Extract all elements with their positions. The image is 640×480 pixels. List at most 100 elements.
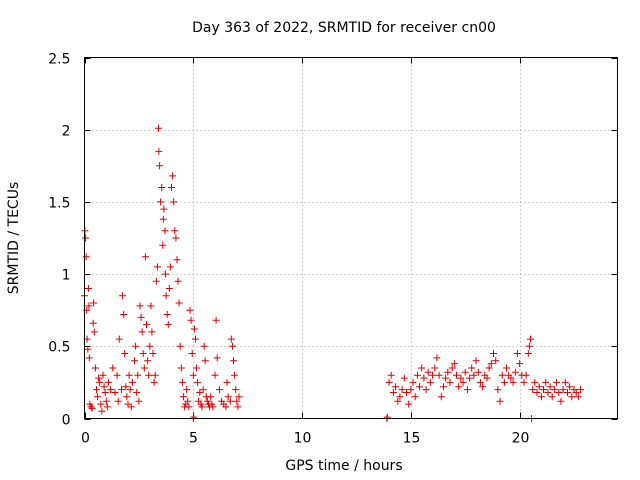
data-point [84,345,92,353]
data-point [450,360,458,368]
data-point [161,227,169,235]
data-point [525,342,533,350]
data-point [548,393,556,401]
data-point [492,357,500,365]
data-point [189,371,197,379]
data-point [84,285,92,292]
data-point [553,378,561,386]
data-point [516,360,524,368]
data-point [104,378,112,386]
data-point [186,306,194,314]
data-point [176,342,184,350]
data-point [164,321,172,329]
data-point [156,162,164,170]
data-point [109,364,117,372]
data-point [550,386,558,394]
data-point [194,378,202,386]
data-point [440,383,447,391]
data-point [400,374,408,382]
data-point [500,378,508,386]
data-point [103,403,111,411]
data-point [446,378,454,386]
data-point [94,393,102,401]
data-point [437,393,445,401]
data-point [453,371,460,379]
data-point [524,350,532,357]
y-tick-label: 2.5 [48,52,70,68]
data-point [89,319,97,327]
data-point [185,403,193,411]
data-point [180,393,187,401]
data-point [158,184,166,191]
data-point [177,364,185,372]
data-point [120,311,128,318]
data-point [143,321,150,329]
data-point [203,397,211,405]
data-point [224,393,232,401]
data-point [444,368,452,376]
data-point [433,354,441,362]
data-point [99,371,107,379]
data-point [476,378,484,386]
data-point [418,364,426,372]
data-point [207,393,215,401]
plot-frame [84,57,618,419]
data-point [483,374,491,382]
data-point [555,389,563,396]
data-point [231,371,239,379]
data-point [389,389,397,396]
data-point [537,393,545,401]
data-point [540,386,547,394]
data-point [230,357,237,365]
data-point [190,413,198,421]
data-point [396,393,404,401]
data-point [119,292,127,300]
data-point [233,397,241,405]
data-point [188,350,196,357]
data-point [91,364,99,372]
x-tick-label: 15 [403,431,421,447]
data-point [490,350,497,357]
data-point [574,393,582,401]
data-point [107,386,115,394]
data-point [102,397,110,405]
data-point [125,371,133,379]
data-point [387,371,395,379]
data-point [159,215,167,223]
data-point [213,354,221,362]
data-point [566,383,574,391]
data-point [183,386,191,394]
data-point [172,234,180,242]
data-point [160,205,168,213]
data-point [535,383,543,391]
data-point [409,378,417,386]
data-point [544,389,552,396]
data-point [162,292,170,300]
chart-title: Day 363 of 2022, SRMTID for receiver cn0… [192,20,496,36]
x-axis-label: GPS time / hours [285,458,402,474]
data-point [211,371,219,379]
data-point [97,400,105,408]
data-point [153,263,161,271]
data-point [87,403,95,411]
data-point [479,383,487,391]
data-point [546,383,554,391]
data-point [413,371,421,379]
data-point [498,371,506,379]
data-point [127,403,135,411]
data-point [228,342,236,350]
data-point [100,383,108,391]
data-point [161,270,169,278]
data-point [88,404,96,412]
data-point [215,386,223,394]
data-point [494,386,502,394]
data-point [223,378,231,386]
data-point [82,253,90,261]
y-tick-label: 1 [62,268,71,284]
data-point [201,357,209,365]
data-point [448,364,456,372]
data-point [138,328,146,336]
data-point [466,374,474,382]
data-point [122,383,130,391]
